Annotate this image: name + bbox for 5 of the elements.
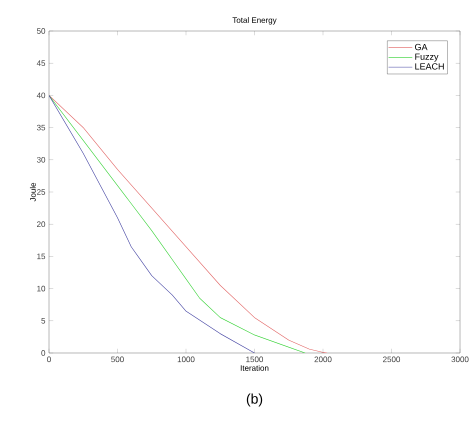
legend-label: GA: [415, 44, 428, 50]
text: (b): [246, 394, 262, 406]
legend-label: Fuzzy: [415, 54, 438, 62]
line-series: [49, 95, 255, 353]
legend-label: LEACH: [415, 63, 444, 70]
